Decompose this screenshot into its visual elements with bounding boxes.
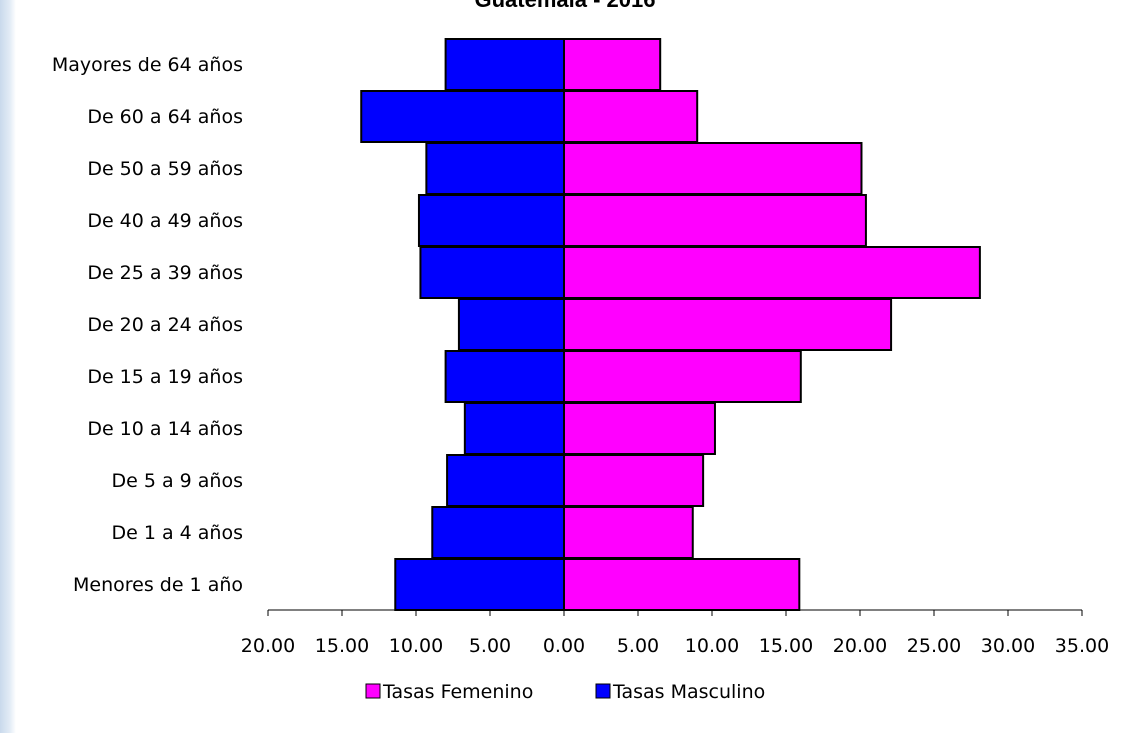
bar-masculino	[463, 402, 565, 455]
bars-group	[360, 38, 981, 611]
bar-femenino	[563, 350, 802, 403]
x-tick-label: 35.00	[1055, 635, 1109, 657]
bar-femenino	[563, 38, 662, 91]
x-tick-label: 25.00	[907, 635, 961, 657]
legend-swatch	[365, 683, 381, 699]
category-label: De 20 a 24 años	[87, 314, 243, 336]
legend-label: Tasas Femenino	[382, 681, 533, 703]
x-tick-label: 15.00	[759, 635, 813, 657]
bar-femenino	[563, 506, 694, 559]
category-label: De 25 a 39 años	[87, 262, 243, 284]
bar-femenino	[563, 194, 867, 247]
legend: Tasas Femenino Tasas Masculino	[365, 681, 765, 703]
bar-masculino	[425, 142, 565, 195]
bar-masculino	[417, 194, 565, 247]
x-tick-label: 5.00	[469, 635, 511, 657]
x-tick-label: 20.00	[241, 635, 295, 657]
x-tick-label: 20.00	[833, 635, 887, 657]
bar-femenino	[563, 246, 981, 299]
bar-masculino	[431, 506, 565, 559]
category-label: De 40 a 49 años	[87, 210, 243, 232]
x-tick-label: 5.00	[617, 635, 659, 657]
bar-femenino	[563, 454, 705, 507]
category-label: De 50 a 59 años	[87, 158, 243, 180]
category-label: De 1 a 4 años	[111, 522, 243, 544]
bar-femenino	[563, 90, 699, 143]
bar-femenino	[563, 298, 893, 351]
bar-masculino	[444, 38, 566, 91]
category-label: De 60 a 64 años	[87, 106, 243, 128]
category-label: De 10 a 14 años	[87, 418, 243, 440]
bar-masculino	[394, 558, 565, 611]
bar-masculino	[360, 90, 565, 143]
bar-masculino	[446, 454, 565, 507]
x-tick-label: 10.00	[389, 635, 443, 657]
bar-masculino	[419, 246, 565, 299]
x-axis: 20.00 15.00 10.00 5.00 0.00 5.00 10.00 15.00 20.…	[241, 609, 1109, 657]
bar-femenino	[563, 402, 716, 455]
bar-femenino	[563, 142, 863, 195]
category-labels: Mayores de 64 años De 60 a 64 años De 50 a…	[52, 54, 243, 596]
x-tick-label: 0.00	[543, 635, 585, 657]
x-tick-label: 15.00	[315, 635, 369, 657]
category-label: De 15 a 19 años	[87, 366, 243, 388]
bar-masculino	[444, 350, 566, 403]
legend-label: Tasas Masculino	[612, 681, 765, 703]
x-tick-label: 10.00	[685, 635, 739, 657]
x-tick-label: 30.00	[981, 635, 1035, 657]
category-label: Menores de 1 año	[73, 574, 243, 596]
category-label: De 5 a 9 años	[111, 470, 243, 492]
category-label: Mayores de 64 años	[52, 54, 243, 76]
bar-masculino	[457, 298, 566, 351]
bar-femenino	[563, 558, 801, 611]
chart-title: Guatemala - 2016	[0, 0, 1130, 13]
legend-swatch	[595, 683, 611, 699]
